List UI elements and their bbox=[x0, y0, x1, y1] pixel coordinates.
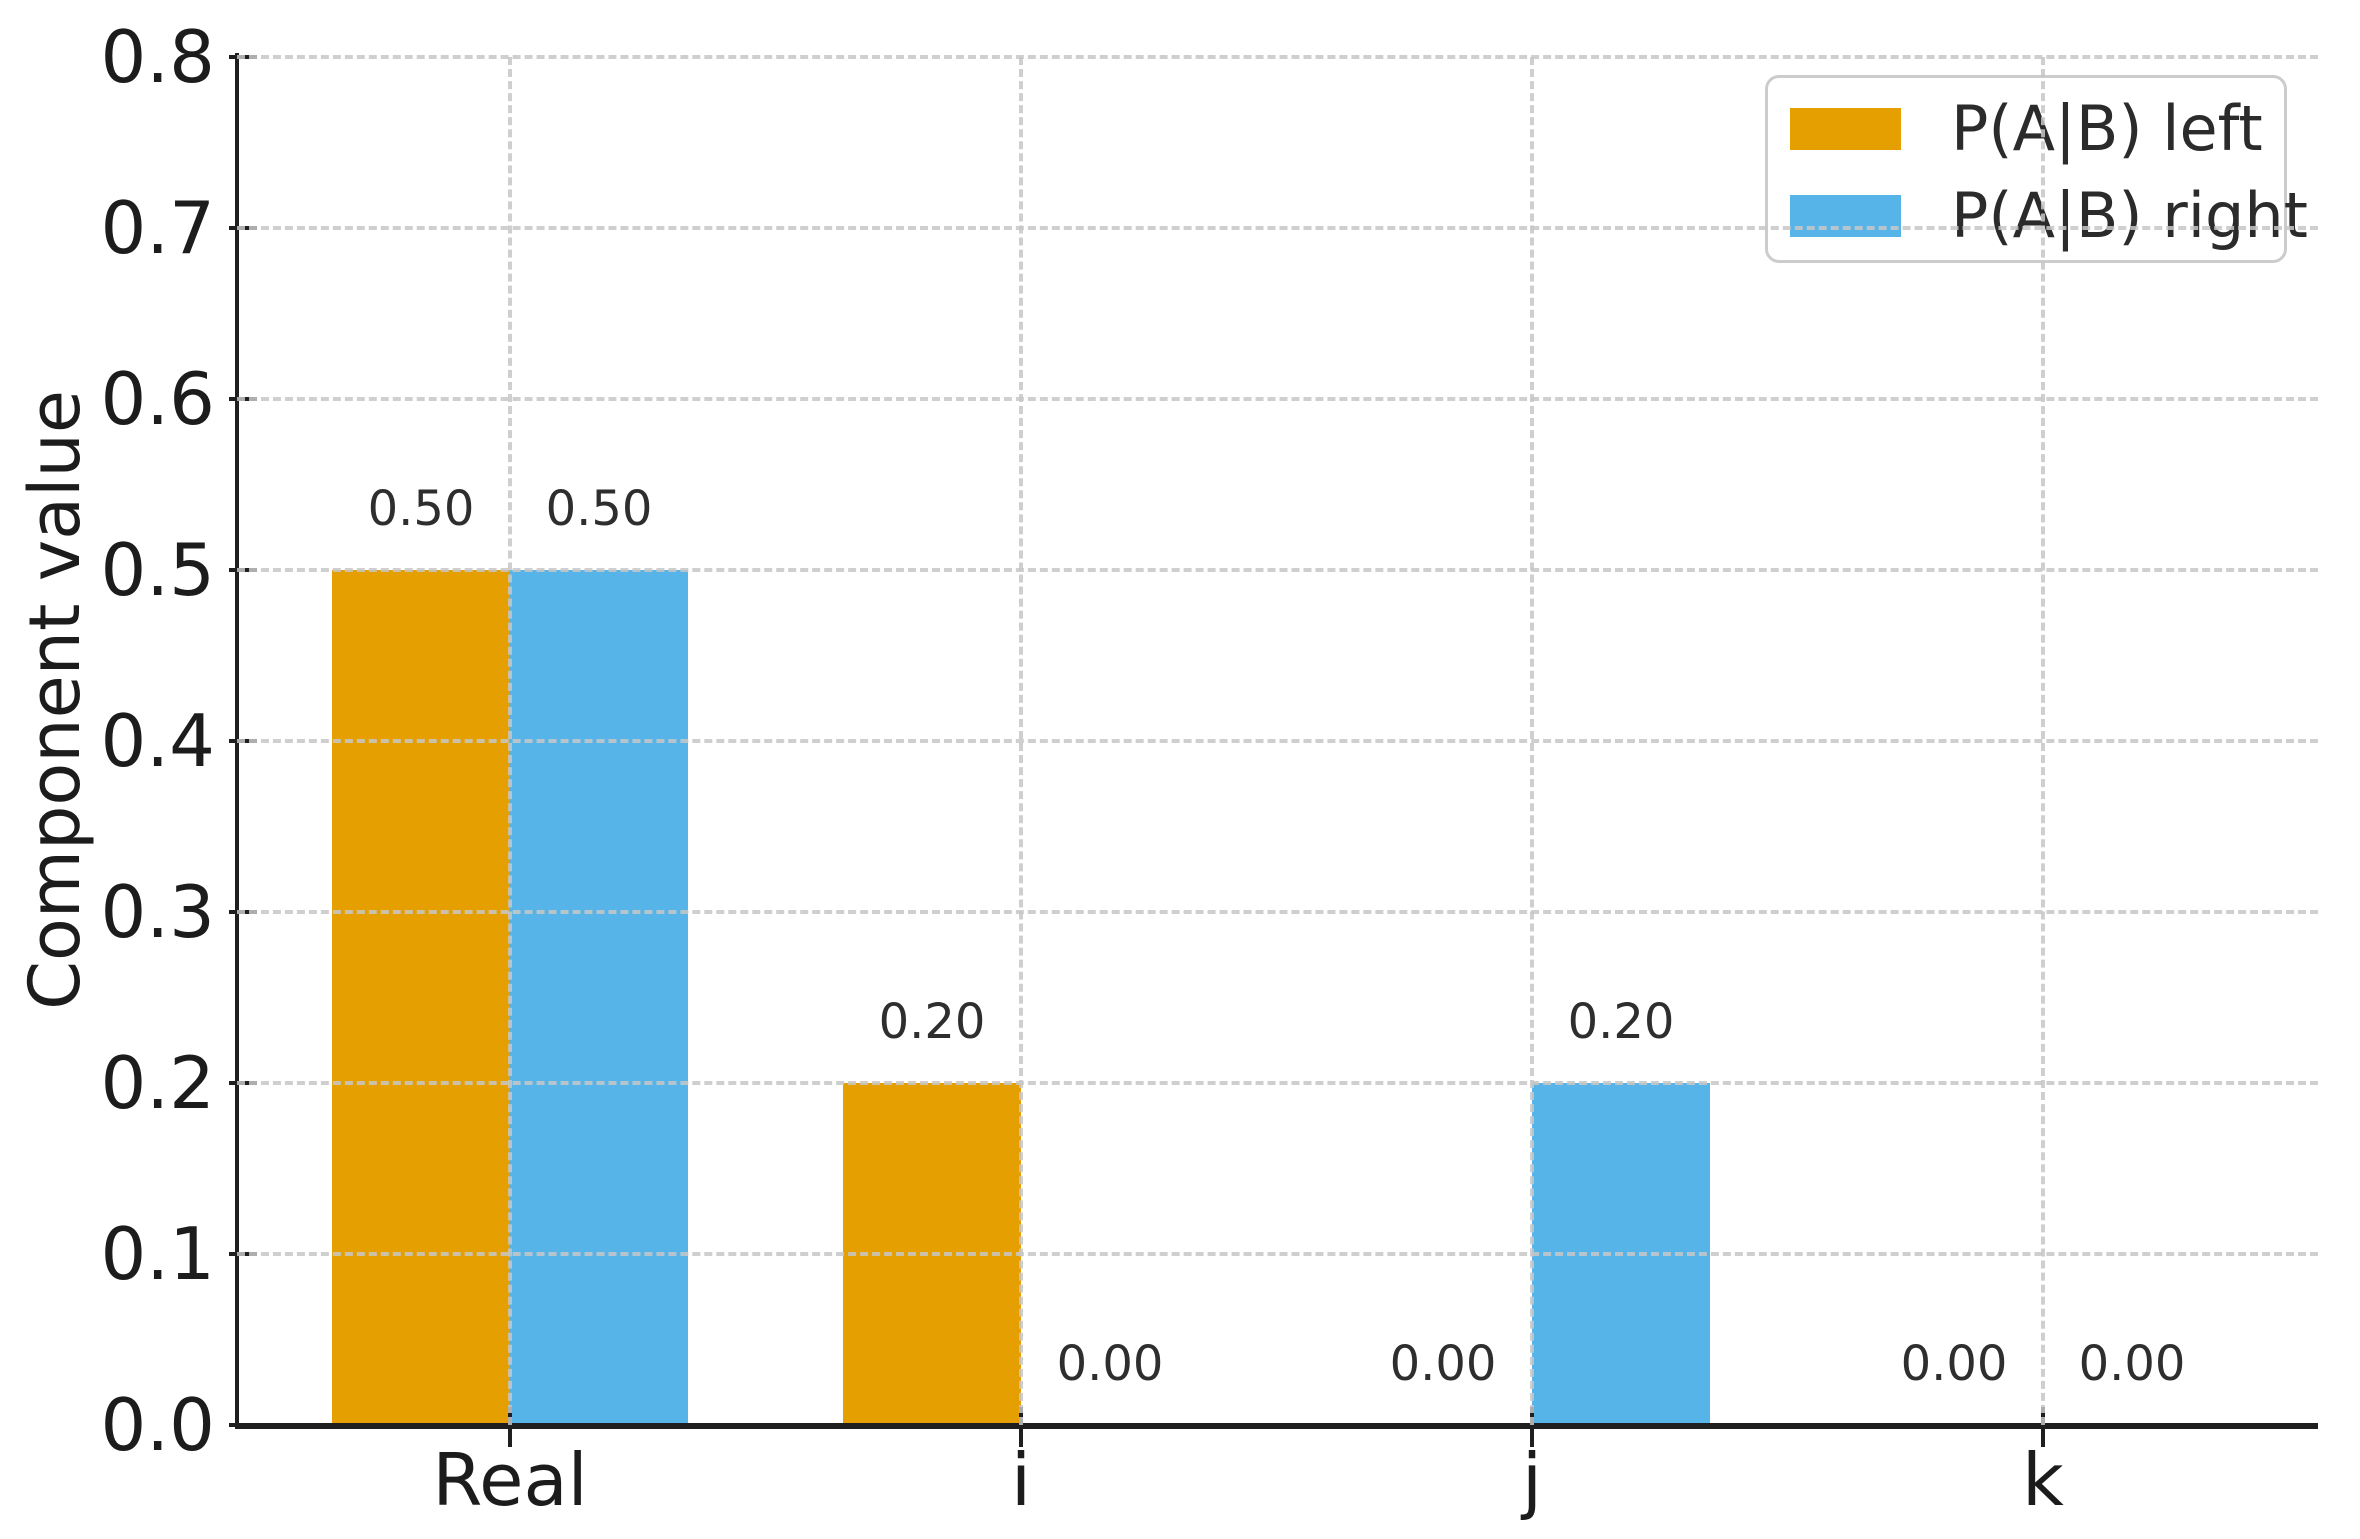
v-gridline-i bbox=[1019, 57, 1023, 1425]
h-gridline-0.8 bbox=[237, 55, 2318, 59]
y-tick-label: 0.7 bbox=[100, 186, 215, 270]
bar-value-label: 0.50 bbox=[545, 481, 653, 537]
y-tick-label: 0.1 bbox=[100, 1212, 215, 1296]
h-gridline-0.7 bbox=[237, 226, 2318, 230]
bar-value-label: 0.00 bbox=[1900, 1336, 2008, 1392]
h-gridline-0.4 bbox=[237, 739, 2318, 743]
x-axis-spine bbox=[235, 1423, 2318, 1429]
x-tick-label-Real: Real bbox=[432, 1438, 588, 1522]
y-tick-label: 0.6 bbox=[100, 357, 215, 441]
legend-swatch-left bbox=[1790, 108, 1901, 150]
h-gridline-0.3 bbox=[237, 910, 2318, 914]
bar-value-label: 0.50 bbox=[367, 481, 475, 537]
bar-value-label: 0.00 bbox=[2078, 1336, 2186, 1392]
y-tick-label: 0.8 bbox=[100, 15, 215, 99]
bar-p-a-b-right-Real bbox=[510, 570, 688, 1425]
x-tick-label-j: j bbox=[1521, 1438, 1542, 1522]
x-tick-label-i: i bbox=[1010, 1438, 1031, 1522]
v-gridline-Real bbox=[508, 57, 512, 1425]
legend-swatch-right bbox=[1790, 195, 1901, 237]
h-gridline-0.1 bbox=[237, 1252, 2318, 1256]
h-gridline-0.2 bbox=[237, 1081, 2318, 1085]
v-gridline-j bbox=[1530, 57, 1534, 1425]
y-tick-mark bbox=[229, 1423, 257, 1427]
x-tick-mark bbox=[2041, 1407, 2045, 1447]
v-gridline-k bbox=[2041, 57, 2045, 1425]
bar-value-label: 0.00 bbox=[1389, 1336, 1497, 1392]
y-tick-label: 0.3 bbox=[100, 870, 215, 954]
legend: P(A|B) left P(A|B) right bbox=[1765, 75, 2308, 263]
x-tick-mark bbox=[1530, 1407, 1534, 1447]
h-gridline-0.5 bbox=[237, 568, 2318, 572]
y-tick-label: 0.2 bbox=[100, 1041, 215, 1125]
bar-value-label: 0.20 bbox=[1567, 994, 1675, 1050]
y-tick-label: 0.4 bbox=[100, 699, 215, 783]
bar-value-label: 0.20 bbox=[878, 994, 986, 1050]
bar-p-a-b-left-Real bbox=[332, 570, 510, 1425]
y-tick-label: 0.5 bbox=[100, 528, 215, 612]
h-gridline-0.6 bbox=[237, 397, 2318, 401]
bar-value-label: 0.00 bbox=[1056, 1336, 1164, 1392]
legend-label-left: P(A|B) left bbox=[1951, 92, 2263, 165]
x-tick-mark bbox=[508, 1407, 512, 1447]
x-tick-mark bbox=[1019, 1407, 1023, 1447]
y-tick-label: 0.0 bbox=[100, 1383, 215, 1467]
legend-label-right: P(A|B) right bbox=[1951, 179, 2308, 252]
x-tick-label-k: k bbox=[2022, 1438, 2064, 1522]
